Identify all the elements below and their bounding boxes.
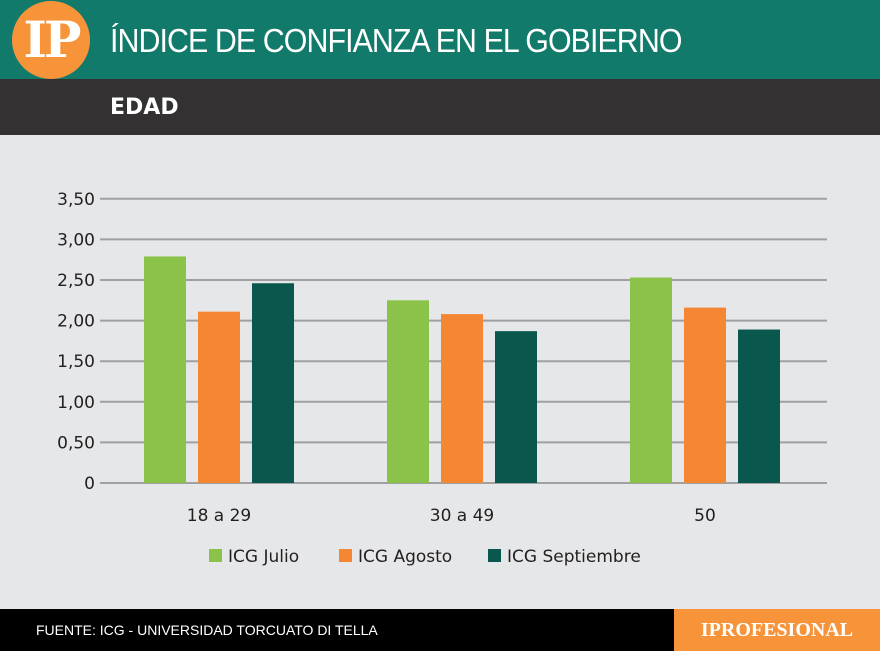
- y-tick-label: 2,50: [57, 271, 95, 291]
- legend-label: ICG Agosto: [358, 547, 452, 567]
- legend-swatch: [339, 549, 352, 562]
- page-subtitle: EDAD: [110, 95, 179, 120]
- legend-swatch: [488, 549, 501, 562]
- y-tick-label: 0,50: [57, 433, 95, 453]
- subheader-bar: [0, 79, 880, 135]
- bar-icg-septiembre: [252, 283, 294, 483]
- bar-icg-julio: [387, 300, 429, 483]
- bar-icg-septiembre: [738, 329, 780, 483]
- y-tick-label: 2,00: [57, 312, 95, 332]
- bar-icg-agosto: [198, 311, 240, 483]
- legend-swatch: [209, 549, 222, 562]
- bar-icg-julio: [630, 277, 672, 483]
- ip-logo: IP: [12, 1, 90, 79]
- header-bar: [0, 0, 880, 79]
- y-tick-label: 1,00: [57, 393, 95, 413]
- y-tick-label: 3,00: [57, 230, 95, 250]
- x-tick-label: 18 a 29: [187, 506, 252, 526]
- legend-label: ICG Septiembre: [507, 547, 641, 567]
- bar-icg-julio: [144, 256, 186, 483]
- bar-icg-septiembre: [495, 331, 537, 483]
- y-tick-label: 1,50: [57, 352, 95, 372]
- x-tick-label: 30 a 49: [430, 506, 495, 526]
- bar-chart: 0 0,50 1,00 1,50 2,00 2,50 3,00 3,50 18 a 29 30 a…: [57, 190, 827, 567]
- bar-icg-agosto: [441, 314, 483, 483]
- brand-logo: IPROFESIONAL: [674, 609, 880, 651]
- source-text: FUENTE: ICG - UNIVERSIDAD TORCUATO DI TE…: [36, 622, 378, 638]
- y-tick-label: 0: [84, 474, 95, 494]
- y-tick-label: 3,50: [57, 190, 95, 210]
- page-title: ÍNDICE DE CONFIANZA EN EL GOBIERNO: [110, 22, 682, 59]
- legend-label: ICG Julio: [228, 547, 299, 567]
- x-tick-label: 50: [694, 506, 716, 526]
- bar-icg-agosto: [684, 307, 726, 483]
